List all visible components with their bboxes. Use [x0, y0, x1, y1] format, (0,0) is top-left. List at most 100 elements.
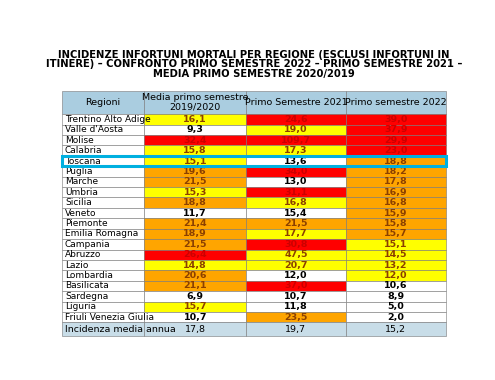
- Bar: [246, 125, 346, 135]
- Text: 12,0: 12,0: [284, 271, 307, 280]
- Text: 10,7: 10,7: [184, 313, 207, 322]
- Text: 17,3: 17,3: [284, 146, 307, 155]
- Bar: [346, 239, 446, 250]
- Bar: [346, 281, 446, 291]
- Text: 14,5: 14,5: [384, 250, 407, 259]
- Bar: [346, 114, 446, 125]
- Text: Regioni: Regioni: [86, 98, 121, 107]
- Bar: [145, 125, 246, 135]
- Text: 109,7: 109,7: [281, 136, 311, 145]
- Text: 6,9: 6,9: [187, 292, 203, 301]
- Bar: [246, 260, 346, 270]
- Bar: [62, 260, 145, 270]
- Text: Primo semestre 2022: Primo semestre 2022: [345, 98, 446, 107]
- Text: 18,8: 18,8: [384, 157, 407, 166]
- Text: 10,7: 10,7: [284, 292, 307, 301]
- Bar: [346, 291, 446, 302]
- Text: MEDIA PRIMO SEMESTRE 2020/2019: MEDIA PRIMO SEMESTRE 2020/2019: [153, 69, 354, 79]
- Text: 13,2: 13,2: [384, 261, 407, 270]
- Text: Basilicata: Basilicata: [65, 282, 109, 290]
- Bar: [346, 218, 446, 229]
- Text: 15,8: 15,8: [384, 219, 407, 228]
- Bar: [346, 270, 446, 281]
- Bar: [246, 239, 346, 250]
- Bar: [62, 322, 145, 336]
- Text: 13,6: 13,6: [284, 157, 307, 166]
- Text: 34,0: 34,0: [284, 167, 307, 176]
- Bar: [145, 166, 246, 177]
- Text: 19,6: 19,6: [183, 167, 207, 176]
- Bar: [62, 177, 145, 187]
- Bar: [346, 208, 446, 218]
- Text: 47,5: 47,5: [284, 250, 307, 259]
- Text: Trentino Alto Adige: Trentino Alto Adige: [65, 115, 150, 124]
- Bar: [246, 270, 346, 281]
- Text: Incidenza media annua: Incidenza media annua: [65, 325, 176, 334]
- Text: Piemonte: Piemonte: [65, 219, 107, 228]
- Bar: [246, 302, 346, 312]
- Bar: [145, 260, 246, 270]
- Bar: [346, 198, 446, 208]
- Bar: [62, 291, 145, 302]
- Bar: [246, 135, 346, 146]
- Text: Lazio: Lazio: [65, 261, 88, 270]
- Bar: [62, 146, 145, 156]
- Bar: [346, 166, 446, 177]
- Text: Umbria: Umbria: [65, 188, 98, 197]
- Bar: [62, 312, 145, 322]
- Text: 21,4: 21,4: [183, 219, 207, 228]
- Text: 15,7: 15,7: [384, 230, 407, 238]
- Bar: [346, 146, 446, 156]
- Text: 13,0: 13,0: [284, 177, 307, 186]
- Text: Primo Semestre 2021: Primo Semestre 2021: [245, 98, 347, 107]
- Bar: [145, 187, 246, 198]
- Text: 32,4: 32,4: [184, 136, 207, 145]
- Bar: [346, 302, 446, 312]
- Text: 15,1: 15,1: [384, 240, 407, 249]
- Bar: [62, 250, 145, 260]
- Bar: [62, 208, 145, 218]
- Bar: [62, 135, 145, 146]
- Text: 8,9: 8,9: [387, 292, 404, 301]
- Bar: [246, 177, 346, 187]
- Text: Sardegna: Sardegna: [65, 292, 108, 301]
- Bar: [62, 187, 145, 198]
- Text: 15,9: 15,9: [384, 209, 407, 218]
- Bar: [246, 166, 346, 177]
- Bar: [346, 156, 446, 166]
- Text: 17,8: 17,8: [185, 325, 206, 334]
- Bar: [246, 187, 346, 198]
- Text: 31,1: 31,1: [284, 188, 307, 197]
- Text: Toscana: Toscana: [65, 157, 100, 166]
- Text: 9,3: 9,3: [187, 125, 203, 135]
- Bar: [62, 125, 145, 135]
- Bar: [346, 187, 446, 198]
- Bar: [346, 322, 446, 336]
- Bar: [145, 208, 246, 218]
- Text: Puglia: Puglia: [65, 167, 93, 176]
- Bar: [62, 166, 145, 177]
- Bar: [346, 135, 446, 146]
- Text: 26,4: 26,4: [183, 250, 207, 259]
- Bar: [246, 156, 346, 166]
- Bar: [246, 291, 346, 302]
- Bar: [62, 156, 145, 166]
- Text: 16,8: 16,8: [384, 198, 407, 207]
- Bar: [346, 250, 446, 260]
- Text: Friuli Venezia Giulia: Friuli Venezia Giulia: [65, 313, 154, 322]
- Bar: [246, 218, 346, 229]
- Text: Calabria: Calabria: [65, 146, 102, 155]
- Text: 10,6: 10,6: [384, 282, 407, 290]
- Bar: [145, 322, 246, 336]
- Bar: [346, 260, 446, 270]
- Text: 11,8: 11,8: [284, 302, 308, 311]
- Bar: [246, 322, 346, 336]
- Bar: [145, 91, 246, 114]
- Bar: [145, 156, 246, 166]
- Bar: [62, 270, 145, 281]
- Text: 14,8: 14,8: [183, 261, 207, 270]
- Text: Marche: Marche: [65, 177, 98, 186]
- Bar: [62, 114, 145, 125]
- Text: 5,0: 5,0: [387, 302, 404, 311]
- Bar: [346, 125, 446, 135]
